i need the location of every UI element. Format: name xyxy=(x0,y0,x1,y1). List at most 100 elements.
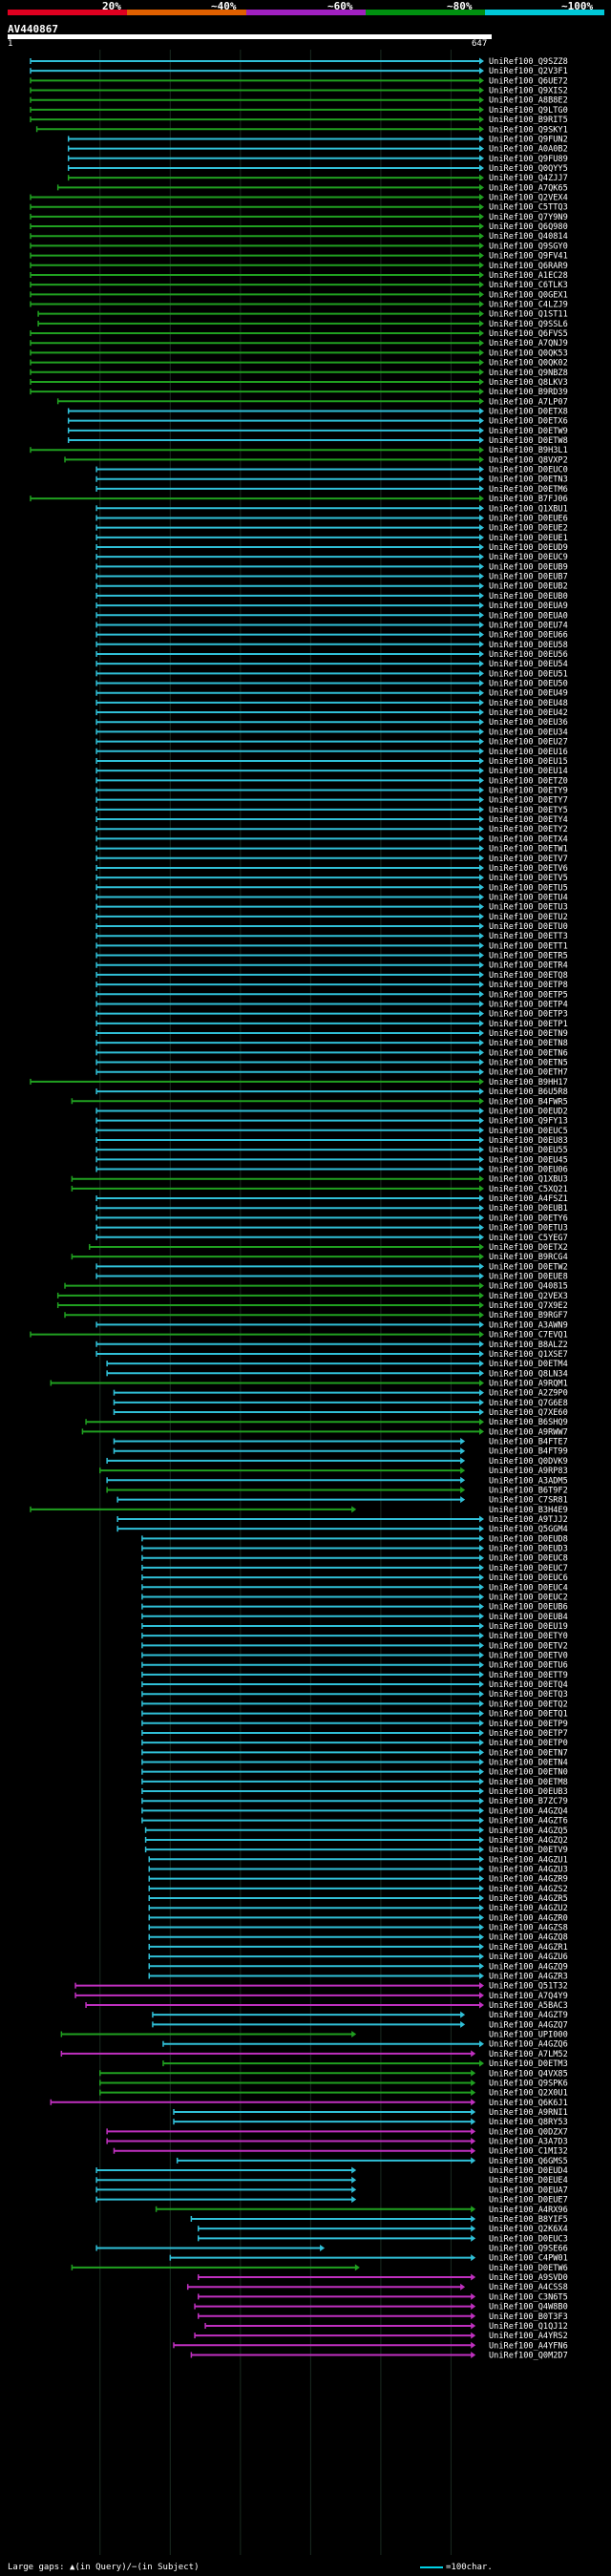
hit-row[interactable]: UniRef100_A4GZT9 xyxy=(152,2011,568,2020)
hit-row[interactable]: UniRef100_D0ETU6 xyxy=(141,1661,568,1671)
hit-label[interactable]: UniRef100_A9RWW7 xyxy=(489,1427,568,1437)
hit-label[interactable]: UniRef100_A4CSS8 xyxy=(489,2283,568,2292)
hit-label[interactable]: UniRef100_D0EU16 xyxy=(489,748,568,757)
hit-row[interactable]: UniRef100_D0ETP0 xyxy=(141,1739,568,1748)
hit-row[interactable]: UniRef100_A9RQM1 xyxy=(50,1379,568,1388)
hit-row[interactable]: UniRef100_D0ETQ4 xyxy=(141,1680,568,1690)
hit-row[interactable]: UniRef100_A4GZU3 xyxy=(148,1865,568,1874)
hit-label[interactable]: UniRef100_Q2VEX3 xyxy=(489,1292,568,1301)
hit-label[interactable]: UniRef100_D0ETT9 xyxy=(489,1671,568,1680)
hit-label[interactable]: UniRef100_Q9FU89 xyxy=(489,155,568,164)
hit-row[interactable]: UniRef100_D0EU06 xyxy=(95,1166,568,1175)
hit-row[interactable]: UniRef100_D0EUA7 xyxy=(95,2185,568,2195)
hit-row[interactable]: UniRef100_D0ETV7 xyxy=(95,855,568,864)
hit-label[interactable]: UniRef100_D0ETN5 xyxy=(489,1059,568,1068)
hit-label[interactable]: UniRef100_A4YFN6 xyxy=(489,2341,568,2351)
hit-row[interactable]: UniRef100_D0ETV2 xyxy=(141,1641,568,1651)
hit-row[interactable]: UniRef100_D0ETT9 xyxy=(141,1671,568,1680)
hit-row[interactable]: UniRef100_D0EUC0 xyxy=(95,466,568,475)
hit-row[interactable]: UniRef100_D0ETY2 xyxy=(95,825,568,834)
hit-label[interactable]: UniRef100_D0ETN3 xyxy=(489,475,568,485)
hit-row[interactable]: UniRef100_B7FJ06 xyxy=(30,495,568,504)
hit-row[interactable]: UniRef100_C4PW01 xyxy=(169,2254,568,2264)
hit-label[interactable]: UniRef100_D0ETN4 xyxy=(489,1759,568,1768)
hit-row[interactable]: UniRef100_D0ETV5 xyxy=(95,874,568,883)
hit-row[interactable]: UniRef100_Q0DZX7 xyxy=(106,2127,568,2137)
hit-row[interactable]: UniRef100_A4GZT6 xyxy=(141,1817,568,1826)
hit-row[interactable]: UniRef100_Q2VEX3 xyxy=(56,1292,568,1301)
hit-label[interactable]: UniRef100_B7ZC79 xyxy=(489,1797,568,1806)
hit-label[interactable]: UniRef100_Q9NBZ8 xyxy=(489,369,568,378)
hit-row[interactable]: UniRef100_A4CSS8 xyxy=(186,2283,568,2292)
hit-label[interactable]: UniRef100_D0ETP8 xyxy=(489,981,568,990)
hit-label[interactable]: UniRef100_A3AWN9 xyxy=(489,1320,568,1330)
hit-row[interactable]: UniRef100_Q8LKV3 xyxy=(30,378,568,388)
hit-row[interactable]: UniRef100_D0ETX2 xyxy=(89,1243,568,1253)
hit-row[interactable]: UniRef100_Q9LTG0 xyxy=(30,106,568,116)
hit-row[interactable]: UniRef100_D0ETZ0 xyxy=(95,776,568,786)
hit-row[interactable]: UniRef100_D0EUB0 xyxy=(95,592,568,602)
hit-label[interactable]: UniRef100_A4GZQ2 xyxy=(489,1836,568,1846)
hit-label[interactable]: UniRef100_D0ETY5 xyxy=(489,806,568,815)
hit-row[interactable]: UniRef100_A4GZR0 xyxy=(148,1913,568,1923)
hit-row[interactable]: UniRef100_A4YFN6 xyxy=(173,2341,568,2351)
hit-row[interactable]: UniRef100_D0ETN0 xyxy=(141,1768,568,1778)
hit-label[interactable]: UniRef100_A4GZS2 xyxy=(489,1885,568,1894)
hit-label[interactable]: UniRef100_D0ETY4 xyxy=(489,815,568,825)
hit-row[interactable]: UniRef100_D0ETX8 xyxy=(67,407,568,416)
hit-label[interactable]: UniRef100_Q6GMS5 xyxy=(489,2157,568,2166)
hit-label[interactable]: UniRef100_Q1ST11 xyxy=(489,310,568,320)
hit-row[interactable]: UniRef100_D0EUB4 xyxy=(141,1613,568,1622)
hit-row[interactable]: UniRef100_D0ETY5 xyxy=(95,806,568,815)
hit-row[interactable]: UniRef100_D0ETY9 xyxy=(95,787,568,796)
hit-label[interactable]: UniRef100_D0EUB7 xyxy=(489,573,568,582)
hit-row[interactable]: UniRef100_D0EUE4 xyxy=(95,2176,568,2185)
hit-row[interactable]: UniRef100_D0EUE2 xyxy=(95,524,568,534)
hit-label[interactable]: UniRef100_Q1XBU1 xyxy=(489,504,568,514)
hit-row[interactable]: UniRef100_D0EU66 xyxy=(95,631,568,641)
hit-label[interactable]: UniRef100_D0EUE2 xyxy=(489,524,568,534)
hit-label[interactable]: UniRef100_D0EUA7 xyxy=(489,2185,568,2195)
hit-row[interactable]: UniRef100_Q0DVK9 xyxy=(106,1457,568,1467)
hit-label[interactable]: UniRef100_Q40814 xyxy=(489,232,568,242)
hit-row[interactable]: UniRef100_D0ETP8 xyxy=(95,981,568,990)
hit-label[interactable]: UniRef100_B6SHQ9 xyxy=(489,1418,568,1427)
hit-row[interactable]: UniRef100_B9H3L1 xyxy=(30,446,568,455)
hit-row[interactable]: UniRef100_D0EU48 xyxy=(95,699,568,708)
hit-label[interactable]: UniRef100_D0EUA9 xyxy=(489,602,568,611)
hit-row[interactable]: UniRef100_A3A7D3 xyxy=(106,2138,568,2147)
hit-row[interactable]: UniRef100_A9TJJ2 xyxy=(116,1515,568,1525)
hit-row[interactable]: UniRef100_D0EU14 xyxy=(95,767,568,776)
hit-label[interactable]: UniRef100_B4FT99 xyxy=(489,1447,568,1457)
hit-row[interactable]: UniRef100_D0ETR4 xyxy=(95,961,568,971)
hit-label[interactable]: UniRef100_D0EU27 xyxy=(489,738,568,748)
hit-label[interactable]: UniRef100_A2Z9P0 xyxy=(489,1389,568,1399)
hit-label[interactable]: UniRef100_C1MI32 xyxy=(489,2147,568,2157)
hit-row[interactable]: UniRef100_UPI000 xyxy=(60,2031,568,2040)
hit-label[interactable]: UniRef100_D0ETP1 xyxy=(489,1020,568,1029)
hit-label[interactable]: UniRef100_Q9XIS2 xyxy=(489,87,568,96)
hit-label[interactable]: UniRef100_Q9SKY1 xyxy=(489,125,568,135)
hit-label[interactable]: UniRef100_B9RCG4 xyxy=(489,1253,568,1262)
hit-label[interactable]: UniRef100_Q9SPK6 xyxy=(489,2079,568,2088)
hit-row[interactable]: UniRef100_B4FWR5 xyxy=(71,1097,568,1107)
hit-row[interactable]: UniRef100_D0ETW9 xyxy=(67,427,568,436)
hit-label[interactable]: UniRef100_D0EUC7 xyxy=(489,1564,568,1573)
hit-row[interactable]: UniRef100_Q0GEX1 xyxy=(30,290,568,300)
hit-label[interactable]: UniRef100_D0ETY9 xyxy=(489,787,568,796)
hit-label[interactable]: UniRef100_D0ETN9 xyxy=(489,1029,568,1039)
hit-row[interactable]: UniRef100_Q0QK53 xyxy=(30,348,568,358)
hit-label[interactable]: UniRef100_D0EU48 xyxy=(489,699,568,708)
hit-label[interactable]: UniRef100_A4GZR1 xyxy=(489,1943,568,1953)
hit-row[interactable]: UniRef100_D0EU51 xyxy=(95,669,568,679)
hit-row[interactable]: UniRef100_D0ETU3 xyxy=(95,1224,568,1234)
hit-label[interactable]: UniRef100_Q9LTG0 xyxy=(489,106,568,116)
hit-label[interactable]: UniRef100_D0ETW6 xyxy=(489,2264,568,2273)
hit-label[interactable]: UniRef100_Q0QK02 xyxy=(489,359,568,369)
hit-row[interactable]: UniRef100_Q2X0U1 xyxy=(99,2089,568,2099)
hit-label[interactable]: UniRef100_A4GZS8 xyxy=(489,1924,568,1933)
hit-row[interactable]: UniRef100_D0EU36 xyxy=(95,718,568,728)
hit-label[interactable]: UniRef100_D0ETM3 xyxy=(489,2059,568,2069)
hit-row[interactable]: UniRef100_D0EU50 xyxy=(95,680,568,689)
hit-label[interactable]: UniRef100_D0ETU5 xyxy=(489,883,568,893)
